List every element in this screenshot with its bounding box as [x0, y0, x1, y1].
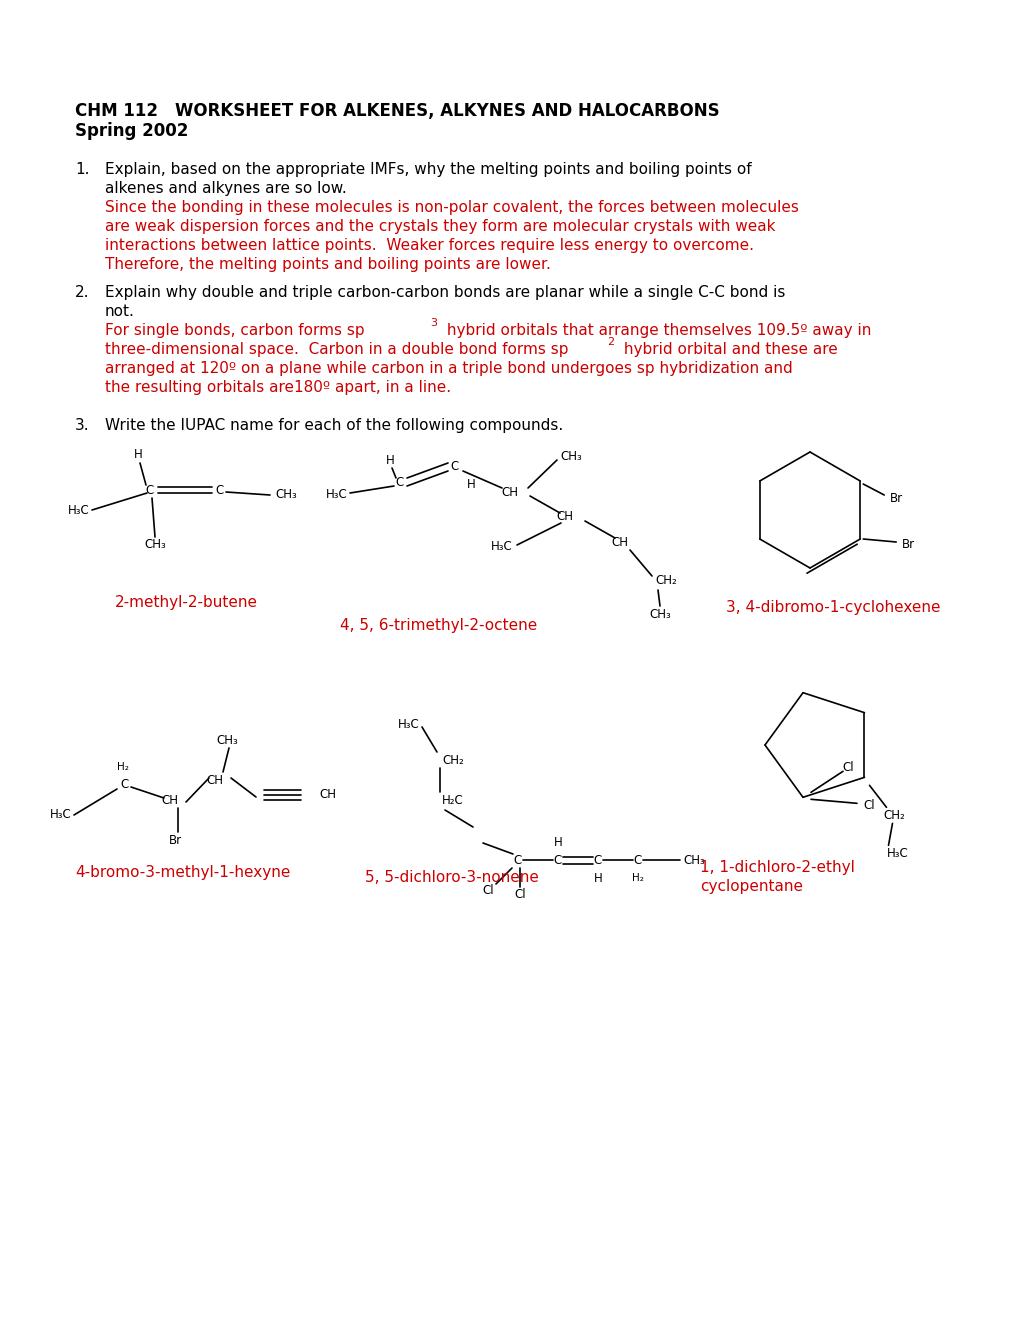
Text: Cl: Cl — [482, 883, 493, 896]
Text: Cl: Cl — [842, 760, 853, 774]
Text: CH₂: CH₂ — [882, 809, 905, 822]
Text: Therefore, the melting points and boiling points are lower.: Therefore, the melting points and boilin… — [105, 257, 550, 272]
Text: H: H — [133, 449, 143, 462]
Text: 3.: 3. — [75, 418, 90, 433]
Text: CHM 112: CHM 112 — [75, 102, 158, 120]
Text: C: C — [553, 854, 561, 866]
Text: hybrid orbitals that arrange themselves 109.5º away in: hybrid orbitals that arrange themselves … — [441, 323, 870, 338]
Text: 2-methyl-2-butene: 2-methyl-2-butene — [115, 595, 258, 610]
Text: CH₃: CH₃ — [216, 734, 237, 747]
Text: H₃C: H₃C — [50, 808, 72, 821]
Text: Br: Br — [902, 537, 914, 550]
Text: CH₂: CH₂ — [654, 573, 676, 586]
Text: the resulting orbitals are180º apart, in a line.: the resulting orbitals are180º apart, in… — [105, 380, 450, 395]
Text: H: H — [553, 836, 561, 849]
Text: WORKSHEET FOR ALKENES, ALKYNES AND HALOCARBONS: WORKSHEET FOR ALKENES, ALKYNES AND HALOC… — [175, 102, 719, 120]
Text: CH₃: CH₃ — [559, 450, 581, 463]
Text: 2: 2 — [606, 337, 613, 347]
Text: C: C — [395, 475, 404, 488]
Text: H: H — [467, 479, 475, 491]
Text: C: C — [593, 854, 601, 866]
Text: H₃C: H₃C — [886, 847, 907, 859]
Text: C: C — [514, 854, 522, 866]
Text: H₃C: H₃C — [397, 718, 420, 731]
Text: 1.: 1. — [75, 162, 90, 177]
Text: H: H — [593, 871, 602, 884]
Text: Br: Br — [890, 492, 903, 506]
Text: CH: CH — [161, 793, 178, 807]
Text: C: C — [450, 461, 459, 474]
Text: CH₃: CH₃ — [144, 539, 166, 552]
Text: Write the IUPAC name for each of the following compounds.: Write the IUPAC name for each of the fol… — [105, 418, 562, 433]
Text: CH: CH — [611, 536, 628, 549]
Text: hybrid orbital and these are: hybrid orbital and these are — [619, 342, 837, 356]
Text: Since the bonding in these molecules is non-polar covalent, the forces between m: Since the bonding in these molecules is … — [105, 201, 798, 215]
Text: C: C — [121, 779, 129, 792]
Text: CH₂: CH₂ — [441, 754, 464, 767]
Text: H₂C: H₂C — [441, 793, 464, 807]
Text: 1, 1-dichloro-2-ethyl: 1, 1-dichloro-2-ethyl — [699, 861, 854, 875]
Text: 4-bromo-3-methyl-1-hexyne: 4-bromo-3-methyl-1-hexyne — [75, 865, 290, 880]
Text: interactions between lattice points.  Weaker forces require less energy to overc: interactions between lattice points. Wea… — [105, 238, 753, 253]
Text: not.: not. — [105, 304, 135, 319]
Text: alkenes and alkynes are so low.: alkenes and alkynes are so low. — [105, 181, 346, 195]
Text: 2.: 2. — [75, 285, 90, 300]
Text: C: C — [633, 854, 642, 866]
Text: C: C — [146, 483, 154, 496]
Text: Cl: Cl — [862, 799, 873, 812]
Text: three-dimensional space.  Carbon in a double bond forms sp: three-dimensional space. Carbon in a dou… — [105, 342, 568, 356]
Text: C: C — [216, 483, 224, 496]
Text: CH: CH — [501, 486, 518, 499]
Text: CH: CH — [556, 511, 573, 524]
Text: 3: 3 — [430, 318, 436, 327]
Text: CH₃: CH₃ — [648, 607, 671, 620]
Text: 4, 5, 6-trimethyl-2-octene: 4, 5, 6-trimethyl-2-octene — [339, 618, 537, 634]
Text: CH₃: CH₃ — [275, 488, 297, 502]
Text: Cl: Cl — [514, 888, 526, 902]
Text: H₃C: H₃C — [491, 540, 513, 553]
Text: Spring 2002: Spring 2002 — [75, 121, 189, 140]
Text: H₂: H₂ — [632, 873, 643, 883]
Text: H₃C: H₃C — [68, 503, 90, 516]
Text: H: H — [385, 454, 394, 466]
Text: cyclopentane: cyclopentane — [699, 879, 802, 894]
Text: H₂: H₂ — [117, 762, 128, 772]
Text: arranged at 120º on a plane while carbon in a triple bond undergoes sp hybridiza: arranged at 120º on a plane while carbon… — [105, 360, 792, 376]
Text: Explain, based on the appropriate IMFs, why the melting points and boiling point: Explain, based on the appropriate IMFs, … — [105, 162, 751, 177]
Text: 3, 4-dibromo-1-cyclohexene: 3, 4-dibromo-1-cyclohexene — [726, 601, 940, 615]
Text: CH: CH — [319, 788, 335, 801]
Text: 5, 5-dichloro-3-nonene: 5, 5-dichloro-3-nonene — [365, 870, 538, 884]
Text: are weak dispersion forces and the crystals they form are molecular crystals wit: are weak dispersion forces and the cryst… — [105, 219, 774, 234]
Text: CH: CH — [206, 774, 223, 787]
Text: H₃C: H₃C — [326, 487, 347, 500]
Text: For single bonds, carbon forms sp: For single bonds, carbon forms sp — [105, 323, 364, 338]
Text: Explain why double and triple carbon-carbon bonds are planar while a single C-C : Explain why double and triple carbon-car… — [105, 285, 785, 300]
Text: Br: Br — [168, 833, 181, 846]
Text: CH₃: CH₃ — [683, 854, 704, 866]
